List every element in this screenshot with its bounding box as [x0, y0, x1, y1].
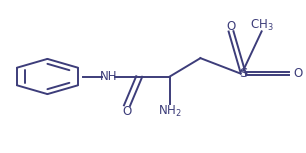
Text: O: O	[122, 105, 132, 118]
Text: S: S	[239, 67, 248, 80]
Text: NH$_2$: NH$_2$	[158, 104, 182, 119]
Text: CH$_3$: CH$_3$	[250, 18, 274, 33]
Text: NH: NH	[100, 70, 118, 83]
Text: O: O	[226, 20, 236, 32]
Text: O: O	[294, 67, 303, 80]
